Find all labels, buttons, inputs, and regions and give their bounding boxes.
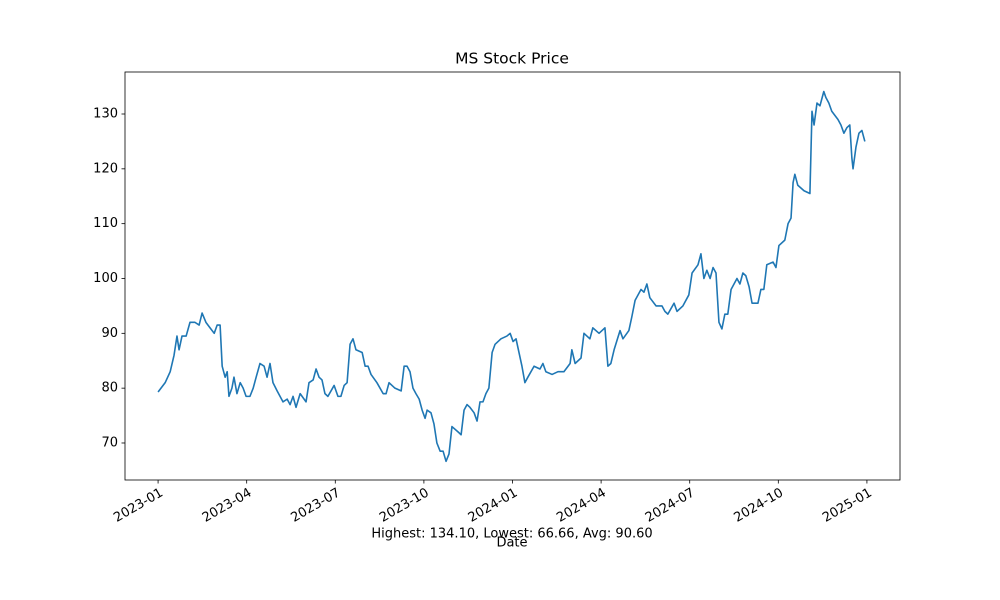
x-axis-label: Date [496,536,527,551]
y-tick-label: 100 [93,271,118,286]
y-tick-label: 120 [93,161,118,176]
y-tick-label: 130 [93,107,118,122]
price-line [157,90,866,463]
plot-frame [124,71,901,481]
y-tick-label: 70 [101,435,118,450]
annotation: Highest: 134.10, Lowest: 66.66, Avg: 90.… [371,527,652,542]
y-tick-label: 110 [93,216,118,231]
y-tick-label: 80 [101,381,118,396]
y-tick-label: 90 [101,326,118,341]
chart-title: MS Stock Price [455,50,569,68]
